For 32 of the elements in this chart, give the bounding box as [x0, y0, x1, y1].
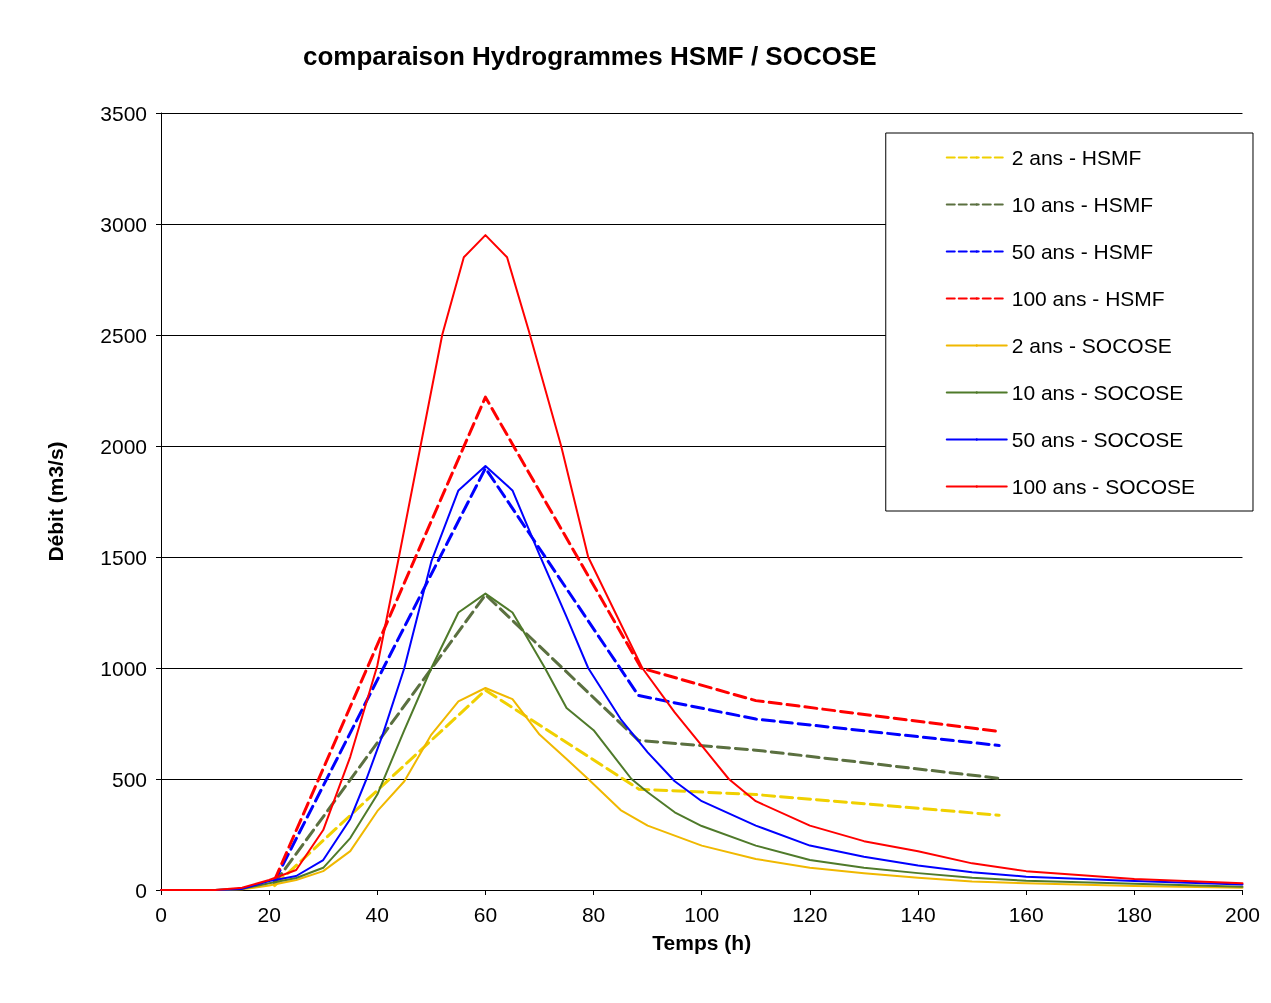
- y-tick-label: 2500: [100, 323, 147, 347]
- x-tick-label: 40: [365, 903, 389, 926]
- x-tick-label: 120: [792, 903, 828, 926]
- y-tick-label: 1500: [100, 545, 147, 569]
- x-tick-label: 80: [581, 903, 606, 926]
- y-tick-label: 0: [135, 878, 147, 902]
- legend-label: 10 ans - HSMF: [1011, 193, 1153, 216]
- legend-label: 100 ans - SOCOSE: [1011, 475, 1195, 498]
- x-axis-title: Temps (h): [652, 931, 752, 954]
- legend-label: 2 ans - HSMF: [1011, 146, 1142, 169]
- legend-label: 100 ans - HSMF: [1011, 287, 1165, 310]
- line-series: [273, 688, 1001, 888]
- x-tick-label: 60: [473, 903, 498, 926]
- x-tick-label: 140: [900, 903, 936, 926]
- x-tick-label: 200: [1224, 903, 1260, 926]
- x-tick-label: 0: [155, 903, 167, 926]
- y-tick-label: 2000: [100, 434, 147, 458]
- line-series: [273, 593, 1001, 885]
- x-tick-label: 20: [257, 903, 281, 926]
- legend-label: 2 ans - SOCOSE: [1011, 334, 1172, 357]
- x-tick-label: 100: [684, 903, 720, 926]
- y-tick-label: 1000: [100, 656, 147, 680]
- legend-label: 50 ans - HSMF: [1011, 240, 1153, 263]
- x-tick-label: 160: [1008, 903, 1044, 926]
- legend-label: 50 ans - SOCOSE: [1011, 428, 1184, 451]
- y-tick-label: 3000: [100, 212, 147, 236]
- y-tick-label: 3500: [100, 101, 147, 125]
- legend-label: 10 ans - SOCOSE: [1011, 381, 1184, 404]
- y-tick-label: 500: [111, 767, 147, 791]
- chart-title: comparaison Hydrogrammes HSMF / SOCOSE: [303, 41, 877, 71]
- x-tick-label: 180: [1116, 903, 1152, 926]
- y-axis-title: Débit (m3/s): [44, 441, 67, 562]
